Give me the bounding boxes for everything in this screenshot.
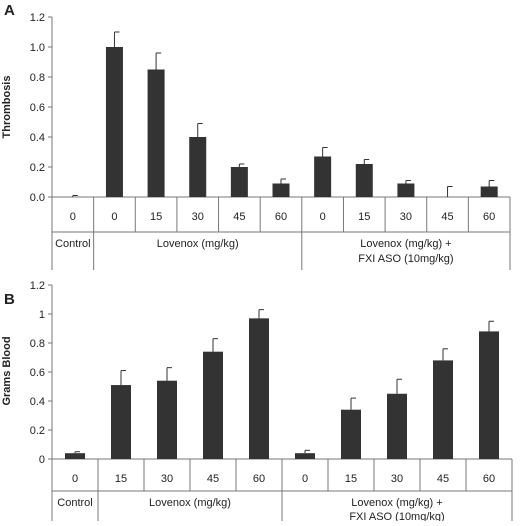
bar <box>111 385 131 459</box>
x-category-label: 45 <box>233 211 245 223</box>
y-tick-label: 0 <box>39 454 45 466</box>
bar <box>314 156 332 197</box>
x-category-label: 60 <box>483 211 495 223</box>
x-category-label: 15 <box>345 473 357 485</box>
bar <box>189 137 207 197</box>
bar <box>249 318 269 459</box>
panel-b-chart: B Grams Blood 0 0.2 0.4 0.6 0.8 1 1.2 0 15 30 45 60 0 1… <box>1 280 513 523</box>
x-category-label: 45 <box>207 473 219 485</box>
group-label: Control <box>57 497 92 509</box>
panel-letter: B <box>4 291 15 308</box>
bar <box>387 393 407 459</box>
x-category-label: 15 <box>115 473 127 485</box>
x-category-label: 0 <box>70 211 76 223</box>
bar <box>480 186 498 197</box>
group-label: Lovenox (mg/kg) <box>157 238 239 250</box>
bar <box>397 183 415 197</box>
x-category-label: 0 <box>72 473 78 485</box>
bar <box>272 183 290 197</box>
bar <box>479 331 499 459</box>
y-tick-label: 0.4 <box>30 132 45 144</box>
bar <box>433 360 453 459</box>
y-tick-label: 0.6 <box>30 367 45 379</box>
y-tick-label: 0.4 <box>30 396 45 408</box>
x-category-label: 45 <box>437 473 449 485</box>
bar <box>295 453 315 459</box>
bar <box>147 69 165 197</box>
y-tick-label: 0.2 <box>30 162 45 174</box>
group-label: Lovenox (mg/kg) + <box>360 238 451 250</box>
panel-letter: A <box>4 2 15 19</box>
x-category-label: 15 <box>150 211 162 223</box>
bar <box>105 47 123 197</box>
bar <box>65 453 85 459</box>
x-category-label: 30 <box>192 211 204 223</box>
panel-a-chart: A Thrombosis 0.0 0.2 0.4 0.6 0.8 1.0 1.2 0 0 15 30 45… <box>1 2 511 270</box>
y-tick-label: 1 <box>39 309 45 321</box>
x-category-label: 30 <box>391 473 403 485</box>
y-axis-label: Thrombosis <box>1 76 13 139</box>
x-category-label: 60 <box>275 211 287 223</box>
bar <box>230 167 248 197</box>
y-axis-label: Grams Blood <box>1 336 13 405</box>
x-category-label: 60 <box>483 473 495 485</box>
x-category-label: 60 <box>253 473 265 485</box>
y-tick-label: 0.2 <box>30 425 45 437</box>
group-label: Lovenox (mg/kg) <box>149 497 231 509</box>
group-label: Control <box>55 238 90 250</box>
x-category-label: 30 <box>400 211 412 223</box>
x-category-label: 45 <box>441 211 453 223</box>
y-tick-label: 1.0 <box>30 42 45 54</box>
group-label: Lovenox (mg/kg) + <box>351 497 442 509</box>
bar <box>341 409 361 459</box>
y-tick-label: 1.2 <box>30 12 45 24</box>
group-label-line2: FXI ASO (10mg/kg) <box>349 511 444 521</box>
y-tick-label: 0.8 <box>30 72 45 84</box>
x-category-label: 0 <box>320 211 326 223</box>
x-category-label: 0 <box>302 473 308 485</box>
x-category-label: 15 <box>358 211 370 223</box>
x-category-label: 0 <box>111 211 117 223</box>
y-tick-label: 0.0 <box>30 192 45 204</box>
y-tick-label: 0.6 <box>30 102 45 114</box>
bar <box>355 164 373 197</box>
x-category-label: 30 <box>161 473 173 485</box>
bar <box>203 351 223 459</box>
y-tick-label: 1.2 <box>30 280 45 292</box>
group-label-line2: FXI ASO (10mg/kg) <box>358 253 453 265</box>
bar <box>157 380 177 459</box>
y-tick-label: 0.8 <box>30 338 45 350</box>
